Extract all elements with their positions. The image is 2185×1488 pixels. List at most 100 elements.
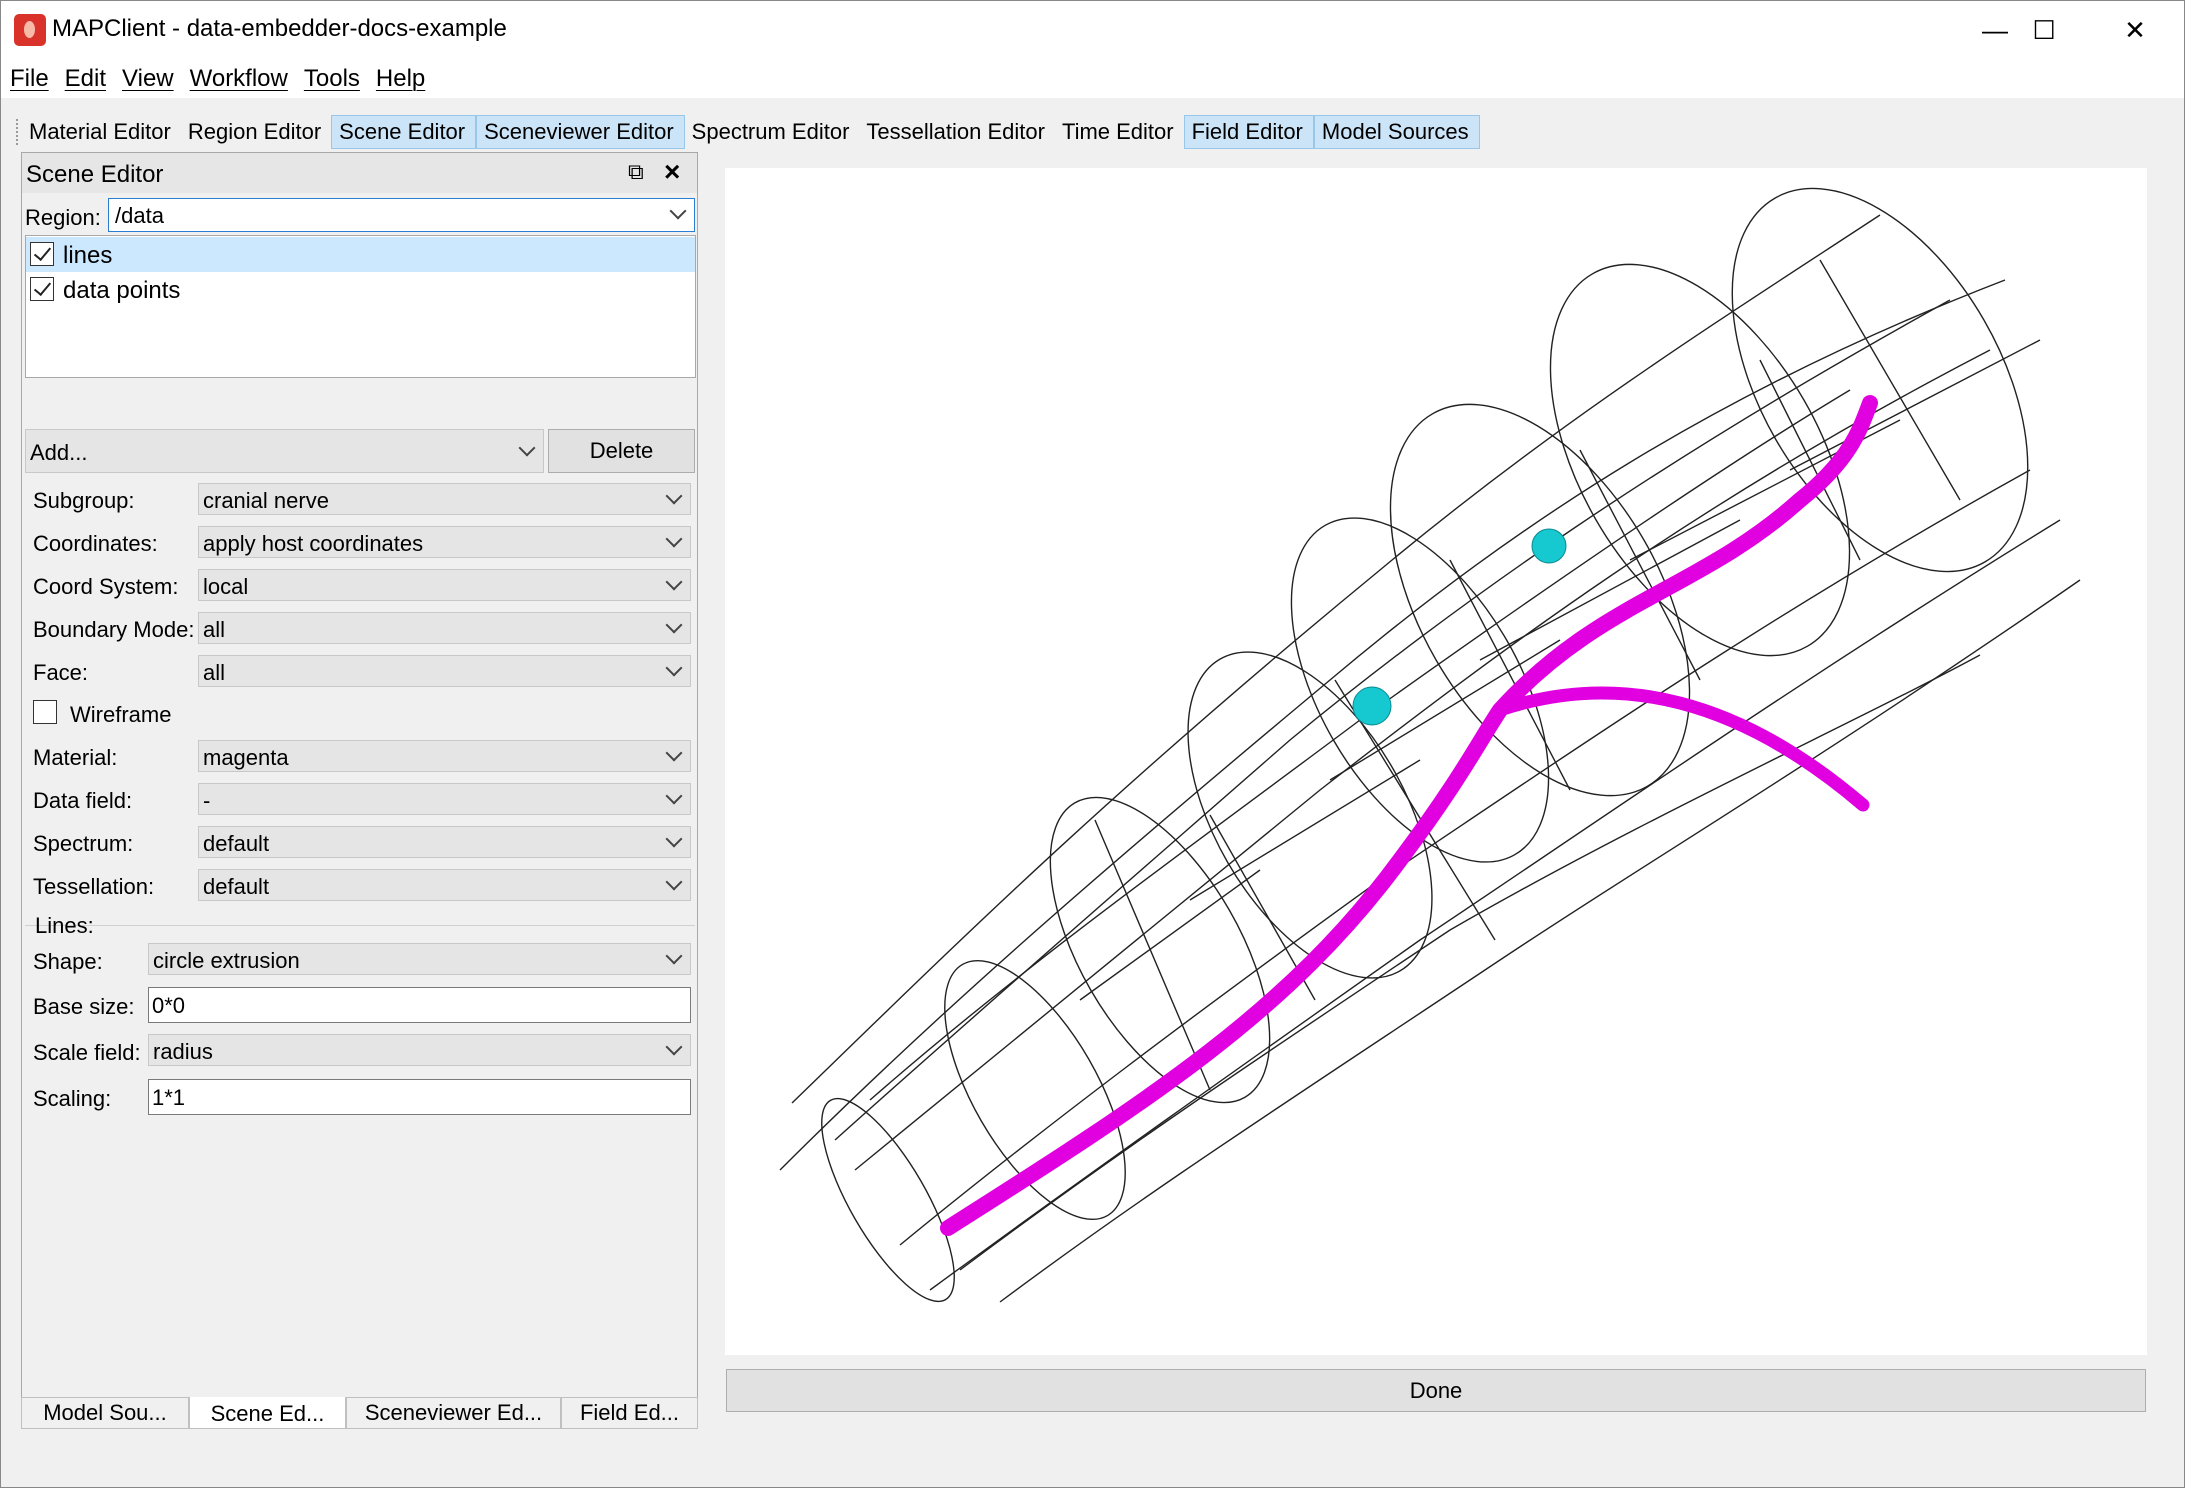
lines-visibility-checkbox[interactable] xyxy=(30,242,54,266)
toolbar-material-editor[interactable]: Material Editor xyxy=(29,119,171,144)
data-point xyxy=(1531,528,1567,564)
scene-canvas[interactable] xyxy=(725,168,2147,1355)
menu-workflow[interactable]: Workflow xyxy=(189,65,288,92)
data-points-visibility-checkbox[interactable] xyxy=(30,277,54,301)
data-field-select[interactable]: - xyxy=(198,783,691,815)
nerve-branch xyxy=(1493,686,1870,812)
material-select[interactable]: magenta xyxy=(198,740,691,772)
toolbar-scene-editor[interactable]: Scene Editor xyxy=(331,115,477,149)
menu-view[interactable]: View xyxy=(122,65,174,92)
close-button[interactable]: ✕ xyxy=(2124,15,2146,45)
list-item-label: data points xyxy=(63,277,181,304)
coord-system-select[interactable]: local xyxy=(198,569,691,601)
toolbar-model-sources[interactable]: Model Sources xyxy=(1313,115,1480,149)
chevron-down-icon xyxy=(665,787,683,805)
tab-model-sources[interactable]: Model Sou... xyxy=(21,1397,189,1429)
subgroup-select[interactable]: cranial nerve xyxy=(198,483,691,515)
add-graphics-select[interactable]: Add... xyxy=(25,429,544,473)
list-item-label: lines xyxy=(63,242,113,269)
tessellation-select[interactable]: default xyxy=(198,869,691,901)
face-select[interactable]: all xyxy=(198,655,691,687)
boundary-mode-select[interactable]: all xyxy=(198,612,691,644)
cranial-nerve xyxy=(940,395,1878,1236)
data-point xyxy=(1352,686,1392,726)
material-value: magenta xyxy=(203,745,289,770)
subgroup-label: Subgroup: xyxy=(33,488,135,513)
coord-system-label: Coord System: xyxy=(33,574,179,599)
toolbar-sceneviewer-editor[interactable]: Sceneviewer Editor xyxy=(476,115,685,149)
chevron-down-icon xyxy=(665,1038,683,1056)
toolbar-tessellation-editor[interactable]: Tessellation Editor xyxy=(866,119,1045,144)
shape-select[interactable]: circle extrusion xyxy=(148,943,691,975)
title-bar: MAPClient - data-embedder-docs-example —… xyxy=(0,0,2185,60)
dock-tab-bar: Model Sou... Scene Ed... Sceneviewer Ed.… xyxy=(21,1397,698,1429)
region-select[interactable]: /data xyxy=(108,198,695,232)
base-size-value: 0*0 xyxy=(152,993,186,1018)
menu-file[interactable]: File xyxy=(10,65,49,92)
chevron-down-icon xyxy=(665,830,683,848)
scale-field-value: radius xyxy=(153,1039,213,1064)
maximize-button[interactable]: ☐ xyxy=(2032,15,2056,45)
menu-help[interactable]: Help xyxy=(375,65,426,92)
float-panel-icon[interactable]: ⧉ xyxy=(628,159,644,184)
editor-toolbar: Material Editor Region Editor Scene Edit… xyxy=(16,115,1480,149)
face-label: Face: xyxy=(33,660,89,685)
tab-scene-editor[interactable]: Scene Ed... xyxy=(189,1397,346,1429)
window-title: MAPClient - data-embedder-docs-example xyxy=(52,15,507,42)
region-value: /data xyxy=(115,203,164,228)
base-size-input[interactable]: 0*0 xyxy=(148,987,691,1023)
chevron-down-icon xyxy=(665,873,683,891)
menu-bar: File Edit View Workflow Tools Help xyxy=(0,60,2185,98)
list-item[interactable]: data points xyxy=(26,272,695,307)
tab-sceneviewer-editor[interactable]: Sceneviewer Ed... xyxy=(346,1397,561,1429)
chevron-down-icon xyxy=(665,659,683,677)
scaling-input[interactable]: 1*1 xyxy=(148,1079,691,1115)
chevron-down-icon xyxy=(665,487,683,505)
coordinates-value: apply host coordinates xyxy=(203,531,424,556)
menu-edit[interactable]: Edit xyxy=(64,65,107,92)
data-field-value: - xyxy=(203,788,211,813)
scale-field-label: Scale field: xyxy=(33,1040,141,1065)
spectrum-label: Spectrum: xyxy=(33,831,134,856)
chevron-down-icon xyxy=(518,439,536,457)
chevron-down-icon xyxy=(665,947,683,965)
tab-field-editor[interactable]: Field Ed... xyxy=(561,1397,698,1429)
toolbar-region-editor[interactable]: Region Editor xyxy=(187,119,322,144)
done-button[interactable]: Done xyxy=(726,1369,2146,1412)
chevron-down-icon xyxy=(665,616,683,634)
region-label: Region: xyxy=(25,205,101,230)
scene-viewer[interactable] xyxy=(725,168,2147,1355)
wireframe-label: Wireframe xyxy=(70,702,172,727)
chevron-down-icon xyxy=(665,530,683,548)
shape-label: Shape: xyxy=(33,949,103,974)
shape-value: circle extrusion xyxy=(153,948,300,973)
coordinates-select[interactable]: apply host coordinates xyxy=(198,526,691,558)
data-points xyxy=(1352,528,1567,726)
toolbar-time-editor[interactable]: Time Editor xyxy=(1061,119,1174,144)
add-graphics-value: Add... xyxy=(30,440,88,465)
boundary-mode-label: Boundary Mode: xyxy=(33,617,195,642)
toolbar-field-editor[interactable]: Field Editor xyxy=(1183,115,1314,149)
close-panel-icon[interactable]: × xyxy=(664,156,681,187)
spectrum-value: default xyxy=(203,831,270,856)
app-icon xyxy=(14,14,46,46)
spectrum-select[interactable]: default xyxy=(198,826,691,858)
scaling-value: 1*1 xyxy=(152,1085,186,1110)
nerve-trunk xyxy=(940,395,1878,1236)
menu-tools[interactable]: Tools xyxy=(303,65,360,92)
subgroup-value: cranial nerve xyxy=(203,488,329,513)
scene-editor-panel: Scene Editor ⧉ × Region: /data lines dat… xyxy=(21,152,698,1398)
delete-button[interactable]: Delete xyxy=(548,429,695,473)
toolbar-spectrum-editor[interactable]: Spectrum Editor xyxy=(691,119,850,144)
mesh-wireframe xyxy=(779,187,2081,1303)
base-size-label: Base size: xyxy=(33,994,135,1019)
data-field-label: Data field: xyxy=(33,788,133,813)
coord-system-value: local xyxy=(203,574,249,599)
minimize-button[interactable]: — xyxy=(1982,15,2008,45)
scale-field-select[interactable]: radius xyxy=(148,1034,691,1066)
wireframe-checkbox[interactable] xyxy=(33,700,57,724)
tessellation-label: Tessellation: xyxy=(33,874,155,899)
list-item[interactable]: lines xyxy=(26,237,695,272)
graphics-list[interactable]: lines data points xyxy=(25,235,696,378)
panel-title: Scene Editor xyxy=(26,161,164,188)
